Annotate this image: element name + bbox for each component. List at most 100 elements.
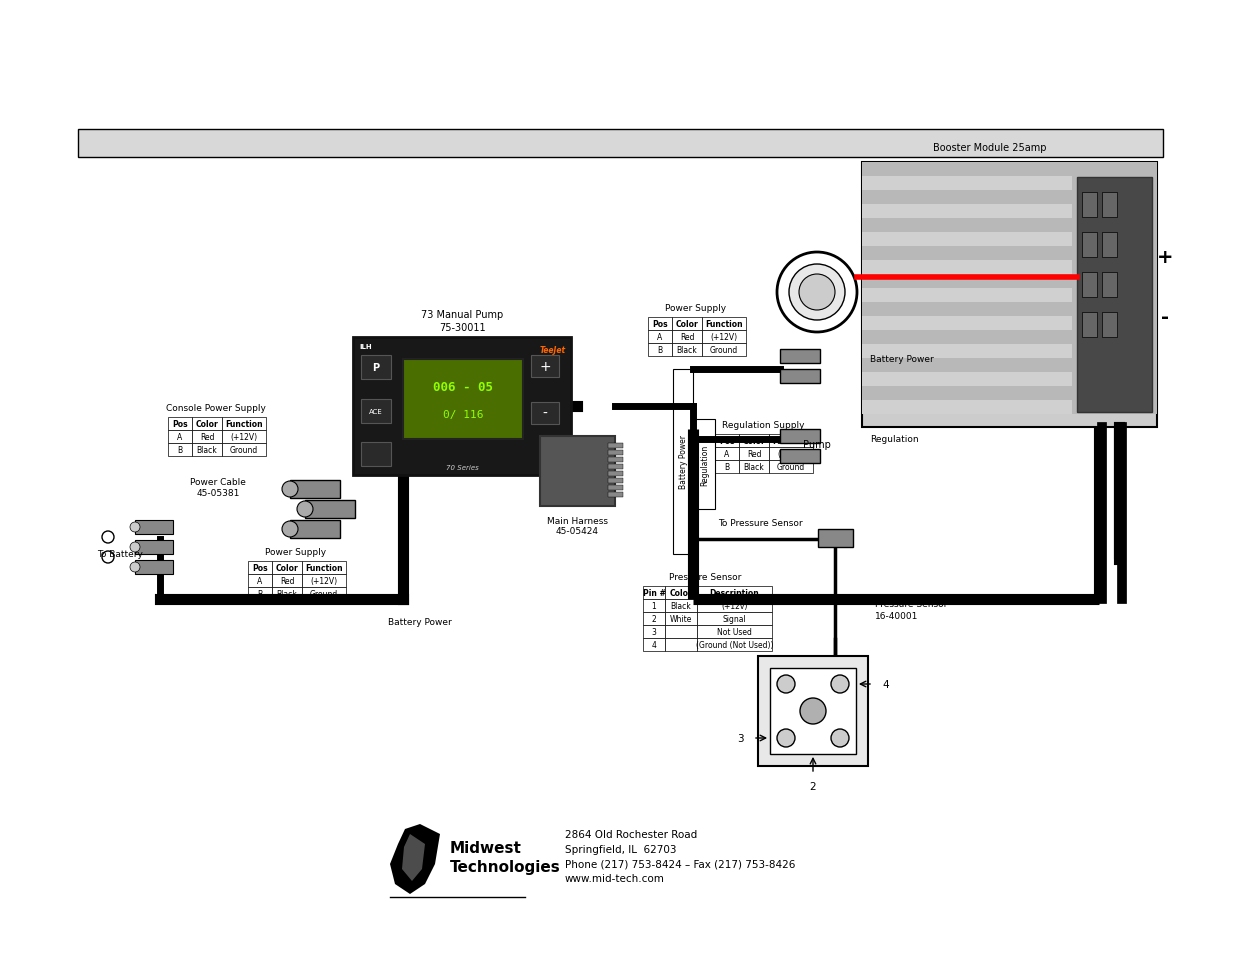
Bar: [758, 657, 868, 766]
Bar: [361, 399, 391, 423]
Bar: [608, 443, 622, 449]
Bar: [1072, 316, 1157, 331]
Bar: [862, 345, 1072, 358]
Text: 73 Manual Pump
75-30011: 73 Manual Pump 75-30011: [421, 310, 503, 333]
Bar: [862, 261, 1072, 274]
Text: Regulation: Regulation: [700, 444, 709, 485]
Text: Color: Color: [275, 563, 299, 573]
Text: Power Cable
45-05381: Power Cable 45-05381: [190, 477, 246, 497]
Bar: [715, 448, 739, 460]
Text: Not Used: Not Used: [718, 627, 752, 637]
Bar: [862, 331, 1072, 345]
Bar: [1082, 273, 1097, 297]
Bar: [672, 331, 701, 344]
Text: B: B: [178, 446, 183, 455]
Polygon shape: [403, 834, 425, 882]
Bar: [608, 493, 622, 497]
Bar: [664, 599, 697, 613]
Bar: [1072, 233, 1157, 247]
Text: Main Harness
45-05424: Main Harness 45-05424: [547, 517, 608, 536]
Text: (+12V): (+12V): [710, 333, 737, 341]
Bar: [862, 163, 1157, 428]
Text: Function: Function: [225, 419, 263, 429]
Text: Black: Black: [277, 589, 298, 598]
Circle shape: [831, 729, 848, 747]
Bar: [1072, 205, 1157, 219]
Text: Red: Red: [280, 577, 294, 585]
Text: Ground: Ground: [310, 589, 338, 598]
Bar: [862, 233, 1072, 247]
Text: Ground: Ground: [777, 462, 805, 472]
Circle shape: [800, 699, 826, 724]
Text: P: P: [373, 363, 379, 373]
Bar: [739, 460, 769, 474]
Bar: [1072, 400, 1157, 415]
Bar: [664, 586, 697, 599]
Bar: [303, 587, 346, 600]
Bar: [272, 575, 303, 587]
Bar: [540, 436, 615, 506]
Bar: [739, 448, 769, 460]
Bar: [701, 344, 746, 356]
Text: A: A: [178, 433, 183, 441]
Text: Midwest
Technologies: Midwest Technologies: [450, 841, 561, 874]
Bar: [248, 587, 272, 600]
Text: Console Power Supply: Console Power Supply: [165, 403, 266, 413]
Circle shape: [777, 729, 795, 747]
Text: Pos: Pos: [652, 319, 668, 329]
Bar: [701, 331, 746, 344]
Bar: [290, 520, 340, 538]
Bar: [222, 417, 266, 431]
Text: Red: Red: [747, 450, 761, 458]
Text: Function: Function: [772, 436, 810, 446]
Bar: [862, 387, 1072, 400]
Bar: [222, 431, 266, 443]
Bar: [643, 625, 664, 639]
Bar: [664, 613, 697, 625]
Bar: [1072, 331, 1157, 345]
Bar: [643, 599, 664, 613]
Bar: [643, 586, 664, 599]
Text: A: A: [257, 577, 263, 585]
Text: (+12v): (+12v): [721, 601, 747, 610]
Bar: [135, 520, 173, 535]
Bar: [272, 587, 303, 600]
Text: Color: Color: [742, 436, 766, 446]
Bar: [1082, 233, 1097, 257]
Circle shape: [799, 274, 835, 311]
Bar: [1072, 289, 1157, 303]
Bar: [135, 560, 173, 575]
Bar: [531, 402, 559, 424]
Bar: [1072, 358, 1157, 373]
Bar: [290, 480, 340, 498]
Text: 3: 3: [652, 627, 657, 637]
Bar: [1072, 261, 1157, 274]
Text: (+12V): (+12V): [310, 577, 337, 585]
Bar: [1102, 193, 1116, 218]
Bar: [1072, 373, 1157, 387]
Bar: [1072, 191, 1157, 205]
Bar: [648, 344, 672, 356]
Bar: [1082, 193, 1097, 218]
Text: Pos: Pos: [252, 563, 268, 573]
Text: Signal: Signal: [722, 615, 746, 623]
Text: Color: Color: [669, 588, 693, 598]
Text: 0/ 116: 0/ 116: [443, 410, 483, 419]
Text: TeeJet: TeeJet: [540, 346, 566, 355]
Bar: [862, 289, 1072, 303]
Text: (+12V): (+12V): [231, 433, 258, 441]
Text: Battery Power: Battery Power: [388, 618, 452, 626]
Bar: [191, 431, 222, 443]
Text: Red: Red: [679, 333, 694, 341]
Circle shape: [130, 542, 140, 553]
Bar: [361, 442, 391, 467]
Bar: [1072, 177, 1157, 191]
Text: Black: Black: [671, 601, 692, 610]
Bar: [248, 561, 272, 575]
Text: Pos: Pos: [719, 436, 735, 446]
Text: Ground: Ground: [710, 346, 739, 355]
Bar: [608, 472, 622, 476]
Bar: [272, 561, 303, 575]
Bar: [715, 435, 739, 448]
Bar: [303, 575, 346, 587]
